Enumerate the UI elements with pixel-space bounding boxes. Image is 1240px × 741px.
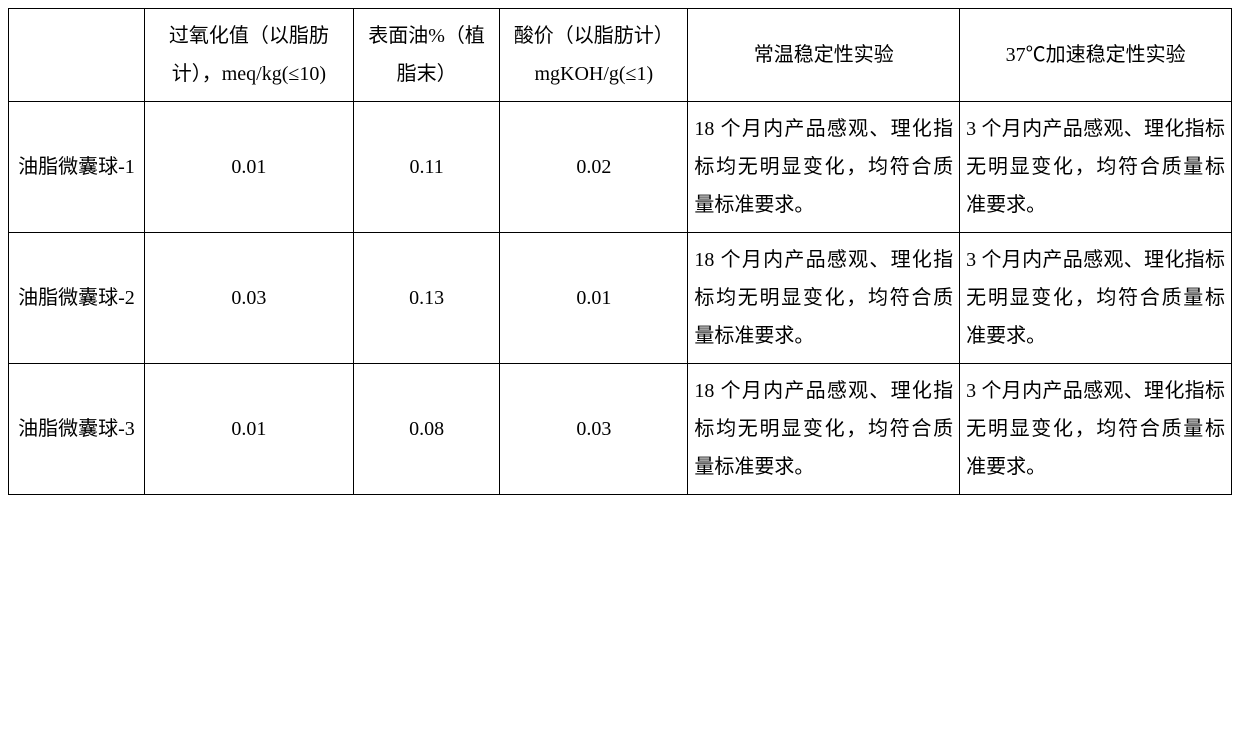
cell-accel-stability: 3 个月内产品感观、理化指标无明显变化，均符合质量标准要求。 [960, 364, 1232, 495]
cell-room-stability: 18 个月内产品感观、理化指标均无明显变化，均符合质量标准要求。 [688, 233, 960, 364]
cell-acid-value: 0.01 [500, 233, 688, 364]
cell-room-stability: 18 个月内产品感观、理化指标均无明显变化，均符合质量标准要求。 [688, 364, 960, 495]
cell-peroxide: 0.01 [144, 102, 353, 233]
cell-name: 油脂微囊球-3 [9, 364, 145, 495]
cell-accel-stability: 3 个月内产品感观、理化指标无明显变化，均符合质量标准要求。 [960, 233, 1232, 364]
header-name [9, 9, 145, 102]
table-row: 油脂微囊球-3 0.01 0.08 0.03 18 个月内产品感观、理化指标均无… [9, 364, 1232, 495]
header-room-stability: 常温稳定性实验 [688, 9, 960, 102]
table-row: 油脂微囊球-1 0.01 0.11 0.02 18 个月内产品感观、理化指标均无… [9, 102, 1232, 233]
header-peroxide: 过氧化值（以脂肪计），meq/kg(≤10) [144, 9, 353, 102]
cell-surface-oil: 0.13 [353, 233, 499, 364]
cell-room-stability: 18 个月内产品感观、理化指标均无明显变化，均符合质量标准要求。 [688, 102, 960, 233]
cell-name: 油脂微囊球-2 [9, 233, 145, 364]
header-surface-oil: 表面油%（植脂末） [353, 9, 499, 102]
table-row: 油脂微囊球-2 0.03 0.13 0.01 18 个月内产品感观、理化指标均无… [9, 233, 1232, 364]
cell-surface-oil: 0.11 [353, 102, 499, 233]
cell-peroxide: 0.03 [144, 233, 353, 364]
cell-accel-stability: 3 个月内产品感观、理化指标无明显变化，均符合质量标准要求。 [960, 102, 1232, 233]
cell-name: 油脂微囊球-1 [9, 102, 145, 233]
data-table: 过氧化值（以脂肪计），meq/kg(≤10) 表面油%（植脂末） 酸价（以脂肪计… [8, 8, 1232, 495]
table-header-row: 过氧化值（以脂肪计），meq/kg(≤10) 表面油%（植脂末） 酸价（以脂肪计… [9, 9, 1232, 102]
cell-peroxide: 0.01 [144, 364, 353, 495]
cell-surface-oil: 0.08 [353, 364, 499, 495]
cell-acid-value: 0.03 [500, 364, 688, 495]
cell-acid-value: 0.02 [500, 102, 688, 233]
header-accel-stability: 37℃加速稳定性实验 [960, 9, 1232, 102]
header-acid-value: 酸价（以脂肪计）mgKOH/g(≤1) [500, 9, 688, 102]
